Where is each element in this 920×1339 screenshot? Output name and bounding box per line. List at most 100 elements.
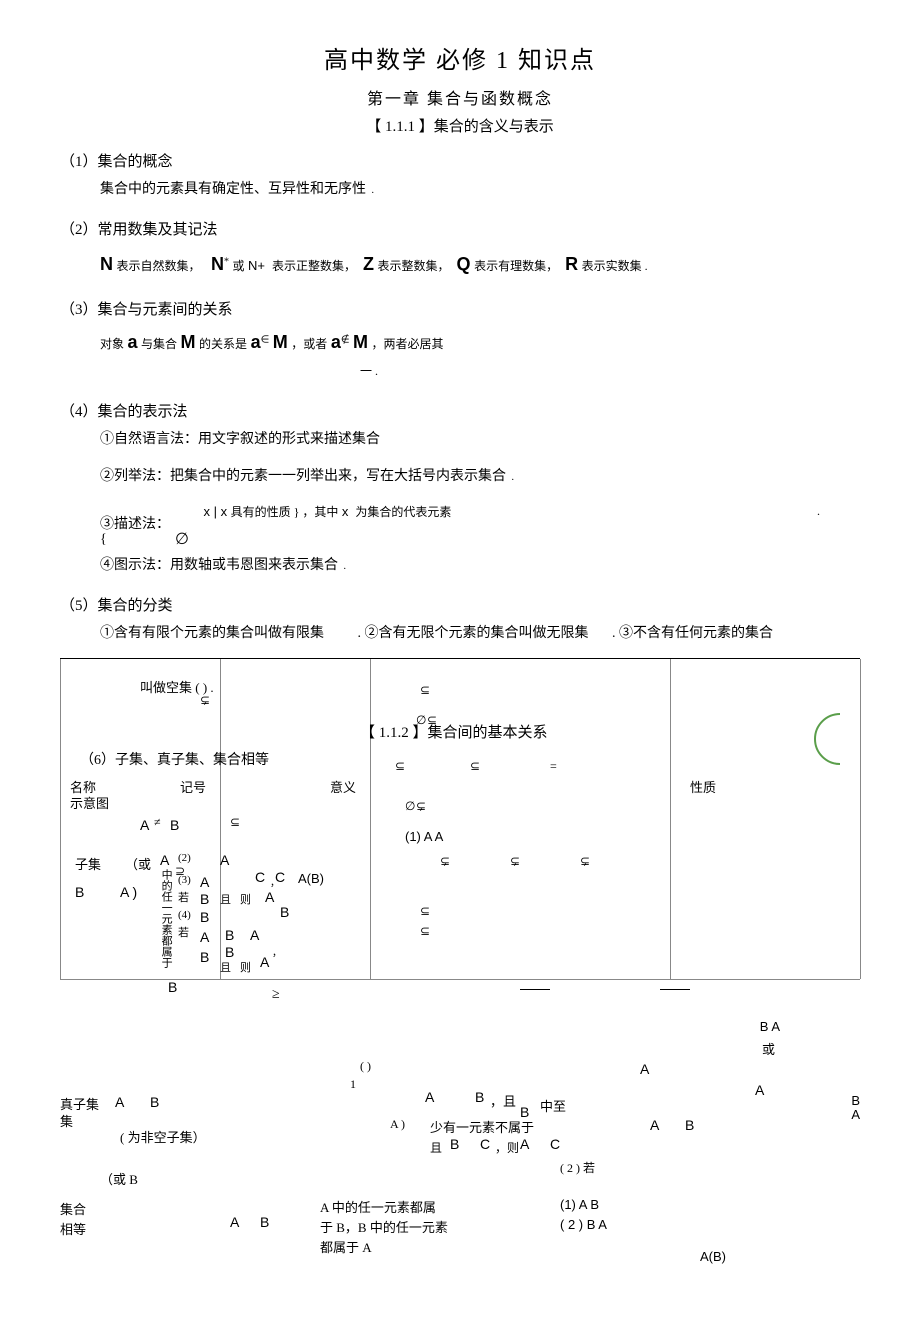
p5-head: （5）集合的分类 <box>60 594 860 615</box>
lb-qie2: 且 <box>430 1139 442 1156</box>
r1-Aclose: A ) <box>120 884 137 900</box>
lb-Aparen: A ) <box>390 1117 405 1132</box>
lb-BA: B A <box>760 1019 780 1034</box>
lower-block: B A 或 ( ) 1 A 真子集 集 A B A B ，且 B 中至 A ( … <box>60 1019 860 1299</box>
lb-A1: A <box>115 1094 124 1110</box>
p4-i3d: 为集合的代表元素 <box>355 505 451 519</box>
relation-table: 叫做空集 ( ) . ⊊ ⊆ 【 1.1.2 】集合间的基本关系 ∅ ⊆ （6）… <box>60 658 860 979</box>
arc-icon <box>790 709 850 769</box>
p3-body: 对象 a 与集合 M 的关系是 a∈ M ，或者 a∉ M ，两者必居其 一 . <box>100 325 860 386</box>
p3-b: 与集合 <box>141 337 177 351</box>
p5-body: ①含有有限个元素的集合叫做有限集 . ②含有无限个元素的集合叫做无限集 . ③不… <box>100 621 860 648</box>
col-line-3 <box>370 659 371 979</box>
r1-B2: B <box>75 884 84 900</box>
r1-B9: B <box>168 979 177 995</box>
p4-brace: { <box>100 532 107 547</box>
p1-body-text: 集合中的元素具有确定性、互异性和无序性 <box>100 182 366 197</box>
th-prop: 性质 <box>690 777 716 796</box>
sym-Z: Z <box>363 254 374 274</box>
chapter-title: 第一章 集合与函数概念 <box>60 85 860 109</box>
dash-1 <box>520 989 550 990</box>
sub-icon-1b: ⊆ <box>427 713 437 728</box>
sym-Nstar: N <box>211 254 224 274</box>
lbl-R: 表示实数集 . <box>582 259 648 273</box>
lb-C2: C <box>550 1136 560 1152</box>
lb-shaoyou: 少有一元素不属于 <box>430 1117 534 1136</box>
lb-A3: A <box>650 1117 659 1133</box>
r1-A: A <box>140 817 149 833</box>
p4-i3x: x <box>342 504 349 519</box>
lb-BA-vert: BA <box>851 1094 860 1123</box>
lb-1: 1 <box>350 1077 356 1092</box>
r1-A8: A <box>260 954 269 970</box>
lb-B1: B <box>150 1094 159 1110</box>
sub-icon-2: ⊆ <box>395 759 405 774</box>
r1-ze: 则 <box>240 891 251 907</box>
ge-icon: ≥ <box>272 987 280 1003</box>
lb-xiangdeng: 相等 <box>60 1219 86 1238</box>
r1-A5: A <box>265 889 274 905</box>
r1-ruo2: 若 <box>178 924 189 940</box>
lb-mean2a: A 中的任一元素都属 <box>320 1197 436 1216</box>
empty-icon-3: ∅ <box>405 799 415 814</box>
r1-ze2: 则 <box>240 959 251 975</box>
r1-B6: B <box>225 927 234 943</box>
lb-mean2b: 于 B，B 中的任一元素 <box>320 1217 448 1236</box>
psub-icon-2: ⊊ <box>416 799 426 814</box>
p3-d: ，或者 <box>291 337 327 351</box>
sym-in: ∈ <box>261 335 270 346</box>
r1-p4lbl: (4) <box>178 909 191 921</box>
sym-M: M <box>181 332 196 352</box>
col-line-1 <box>60 659 61 979</box>
lb-2ruo: ( 2 ) 若 <box>560 1159 595 1176</box>
lb-2BA: ( 2 ) B A <box>560 1217 607 1232</box>
p4-i2-dot <box>510 469 515 483</box>
lb-A4: A <box>520 1136 529 1152</box>
r1-p2lbl: (2) <box>178 852 191 864</box>
p4-i3b: x | x <box>204 504 228 519</box>
r1-B3: B <box>200 891 209 907</box>
p6: （6）子集、真子集、集合相等 <box>80 749 269 769</box>
lb-jihe: 集合 <box>60 1199 86 1218</box>
lb-huoB: （或 B <box>100 1169 138 1188</box>
lb-mean2c: 都属于 A <box>320 1237 372 1256</box>
r1-name: 子集 <box>75 854 101 873</box>
r1-A2: A <box>160 852 169 868</box>
r1-A7: A <box>250 927 259 943</box>
r1-B: B <box>170 817 179 833</box>
lb-paren: ( ) <box>360 1059 371 1074</box>
r1-or: （或 <box>125 854 151 873</box>
r1-ruo: 若 <box>178 889 189 905</box>
sub-icon-5: ⊆ <box>420 904 430 919</box>
p4-i3a: ③描述法： <box>100 517 170 532</box>
empty-icon-2: ∅ <box>416 713 426 728</box>
p5-i3: . ③不含有任何元素的集合 <box>612 626 773 641</box>
eq-icon: = <box>550 759 557 774</box>
neq-icon: ≠ <box>154 815 161 830</box>
p1-head: （1）集合的概念 <box>60 150 860 171</box>
sub-icon-3: ⊆ <box>470 759 480 774</box>
r1-qie2: 且 <box>220 959 231 975</box>
psub-icon-4: ⊊ <box>510 854 520 869</box>
empty-icon: ∅ <box>175 525 189 555</box>
p4-i3: ③描述法： x | x 具有的性质 } ，其中 x 为集合的代表元素 . { ∅ <box>100 500 860 553</box>
p4-i3c: 具有的性质 } ，其中 <box>231 505 339 519</box>
r1-meaning-vert: 中的任一元素都属于 <box>160 869 172 968</box>
psub-icon-1: ⊊ <box>200 693 210 708</box>
p3-e: ，两者必居其 <box>372 337 444 351</box>
lbl-or: 或 <box>233 259 245 273</box>
lbl-N: 表示自然数集， <box>117 259 201 273</box>
section-1-1-2: 【 1.1.2 】集合间的基本关系 <box>360 721 548 742</box>
sym-a3: a <box>331 332 341 352</box>
r1-C2: C <box>275 869 285 885</box>
lb-A-top: A <box>640 1061 649 1077</box>
r1-AB-diag: A(B) <box>298 871 324 886</box>
sym-star: * <box>224 256 229 267</box>
th-meaning: 意义 <box>330 777 356 796</box>
lb-huo: 或 <box>762 1039 775 1058</box>
p-1A: (1) A A <box>405 829 443 844</box>
col-line-2 <box>220 659 221 979</box>
p4-i2-text: ②列举法：把集合中的元素一一列举出来，写在大括号内表示集合 <box>100 469 506 484</box>
r1-A3: A <box>220 852 229 868</box>
col-line-4 <box>670 659 671 979</box>
